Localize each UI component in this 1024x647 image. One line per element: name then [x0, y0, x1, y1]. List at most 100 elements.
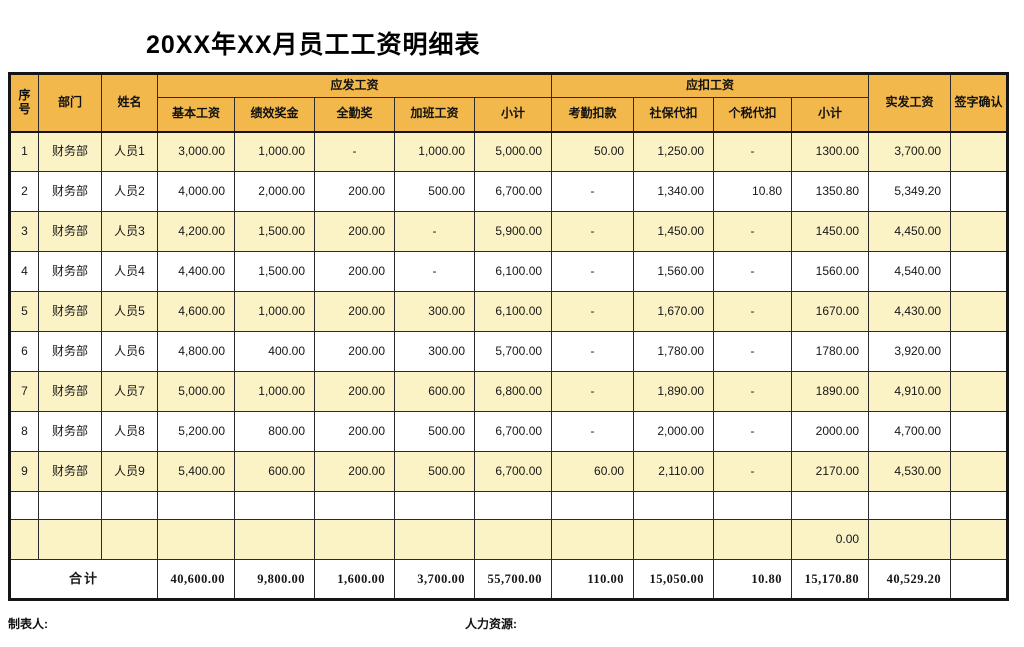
table-cell: 1,340.00: [633, 171, 715, 212]
signature-cell: [950, 451, 1009, 492]
table-cell: [473, 519, 553, 560]
table-cell: [314, 519, 395, 560]
table-cell: 6,100.00: [473, 291, 553, 332]
table-cell: -: [551, 251, 635, 292]
table-row: 6 财务部 人员6 4,800.00 400.00 200.00 300.00 5,700.0…: [9, 331, 1009, 372]
table-cell: 人员9: [101, 451, 158, 492]
table-cell: -: [551, 411, 635, 452]
signature-cell: [950, 519, 1009, 560]
table-cell: 200.00: [314, 411, 395, 452]
table-cell: -: [551, 171, 635, 212]
table-cell: 财务部: [38, 331, 102, 372]
table-cell: 500.00: [394, 411, 475, 452]
table-cell: -: [551, 211, 635, 252]
table-row: 0.00: [9, 519, 1009, 560]
table-cell: 财务部: [38, 171, 102, 212]
col-header-attendance-bonus: 全勤奖: [314, 97, 395, 132]
table-cell: 2,000.00: [633, 411, 715, 452]
table-cell: 2,000.00: [234, 171, 315, 212]
table-cell: 财务部: [38, 211, 102, 252]
table-cell: [234, 491, 315, 520]
table-cell: 600.00: [394, 371, 475, 412]
table-cell: 3,920.00: [868, 331, 952, 372]
table-cell: 人员7: [101, 371, 158, 412]
table-cell: 1350.80: [791, 171, 870, 212]
table-cell: 6: [9, 331, 39, 372]
table-cell: 200.00: [314, 291, 395, 332]
table-cell: 2170.00: [791, 451, 870, 492]
table-header: 序号 部门 姓名 应发工资 应扣工资 实发工资 签字确认 基本工资 绩效奖金 全…: [9, 73, 1009, 132]
signature-cell: [950, 251, 1009, 292]
table-cell: 6,700.00: [473, 171, 553, 212]
table-cell: -: [713, 371, 793, 412]
table-cell: -: [713, 131, 793, 172]
table-cell: 1,450.00: [633, 211, 715, 252]
col-group-gross-pay: 应发工资: [156, 73, 553, 98]
table-cell: 4,800.00: [157, 331, 235, 372]
table-cell: 200.00: [314, 371, 395, 412]
table-row: 3 财务部 人员3 4,200.00 1,500.00 200.00-5,900.00-1…: [9, 211, 1009, 252]
table-cell: 人员4: [101, 251, 158, 292]
col-header-performance-bonus: 绩效奖金: [234, 97, 315, 132]
table-cell: 人员8: [101, 411, 158, 452]
table-cell: [38, 519, 102, 560]
table-cell: [633, 491, 715, 520]
table-cell: 人员6: [101, 331, 158, 372]
total-cell: 55,700.00: [473, 559, 553, 600]
table-cell: 1,250.00: [633, 131, 715, 172]
table-cell: 3,000.00: [157, 131, 235, 172]
table-cell: 7: [9, 371, 39, 412]
table-row: 1 财务部 人员1 3,000.00 1,000.00-1,000.00 5,000.00…: [9, 131, 1009, 172]
table-cell: 200.00: [314, 171, 395, 212]
table-cell: 200.00: [314, 331, 395, 372]
col-header-signature: 签字确认: [950, 73, 1009, 132]
signature-cell: [950, 371, 1009, 412]
table-cell: [9, 519, 39, 560]
total-cell: 1,600.00: [314, 559, 395, 600]
table-cell: 1,500.00: [234, 211, 315, 252]
table-cell: -: [713, 251, 793, 292]
col-header-overtime-pay: 加班工资: [394, 97, 475, 132]
table-cell: [394, 519, 475, 560]
table-cell: 5: [9, 291, 39, 332]
signature-cell: [950, 291, 1009, 332]
table-row: 9 财务部 人员9 5,400.00 600.00 200.00 500.00 6,700.0…: [9, 451, 1009, 492]
table-cell: -: [314, 131, 395, 172]
salary-table: 序号 部门 姓名 应发工资 应扣工资 实发工资 签字确认 基本工资 绩效奖金 全…: [8, 72, 1010, 601]
table-cell: 500.00: [394, 451, 475, 492]
table-cell: 9: [9, 451, 39, 492]
signature-cell: [950, 491, 1009, 520]
table-cell: [234, 519, 315, 560]
table-cell: 5,700.00: [473, 331, 553, 372]
total-cell: 40,529.20: [868, 559, 952, 600]
table-row: 5 财务部 人员5 4,600.00 1,000.00 200.00 300.00 6,100…: [9, 291, 1009, 332]
table-cell: 6,100.00: [473, 251, 553, 292]
col-header-deduction-subtotal: 小计: [791, 97, 870, 132]
col-header-net-pay: 实发工资: [868, 73, 952, 132]
table-cell: 300.00: [394, 331, 475, 372]
table-cell: 0.00: [791, 519, 870, 560]
table-cell: 1780.00: [791, 331, 870, 372]
table-cell: 1,500.00: [234, 251, 315, 292]
col-group-deductions: 应扣工资: [551, 73, 870, 98]
total-label: 合计: [9, 559, 158, 600]
table-cell: 4,200.00: [157, 211, 235, 252]
col-header-social-insurance: 社保代扣: [633, 97, 715, 132]
signature-cell: [950, 559, 1009, 600]
table-cell: 人员5: [101, 291, 158, 332]
table-cell: [157, 491, 235, 520]
table-cell: 800.00: [234, 411, 315, 452]
total-cell: 15,050.00: [633, 559, 715, 600]
signature-cell: [950, 131, 1009, 172]
table-cell: -: [713, 291, 793, 332]
table-cell: 300.00: [394, 291, 475, 332]
table-cell: 6,800.00: [473, 371, 553, 412]
table-cell: 1,890.00: [633, 371, 715, 412]
total-cell: 15,170.80: [791, 559, 870, 600]
table-cell: 1,780.00: [633, 331, 715, 372]
table-cell: [9, 491, 39, 520]
total-row: 合计 40,600.00 9,800.00 1,600.00 3,700.00 55,7…: [9, 559, 1009, 600]
table-cell: 3,700.00: [868, 131, 952, 172]
table-cell: 1,000.00: [234, 291, 315, 332]
col-header-income-tax: 个税代扣: [713, 97, 793, 132]
